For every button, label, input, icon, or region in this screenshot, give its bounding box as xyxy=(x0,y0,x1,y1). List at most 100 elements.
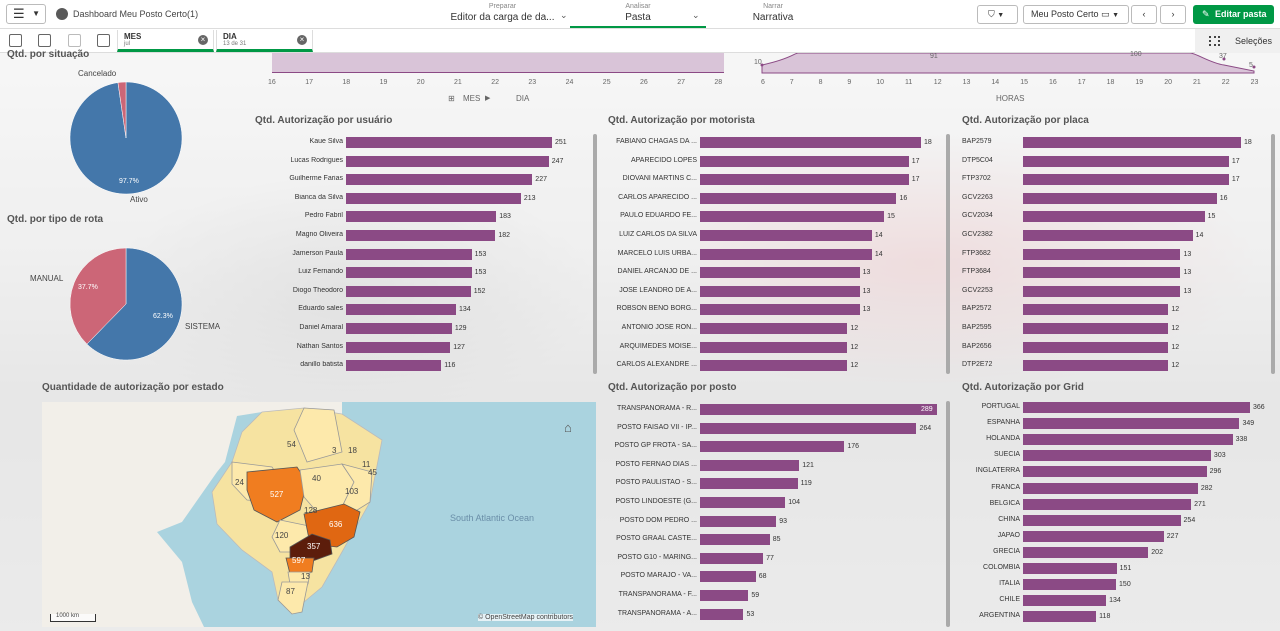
bar[interactable] xyxy=(700,248,872,260)
bar[interactable] xyxy=(1023,174,1229,186)
bar[interactable] xyxy=(700,230,872,241)
bar-category-label[interactable]: Lucas Rodrigues xyxy=(290,156,343,164)
bar-category-label[interactable]: LUIZ CARLOS DA SILVA xyxy=(619,231,697,238)
bar[interactable] xyxy=(1023,230,1193,241)
smart-search-icon[interactable] xyxy=(9,34,22,47)
bar-category-label[interactable]: CHILE xyxy=(999,596,1020,604)
bar-category-label[interactable]: JAPAO xyxy=(997,531,1020,539)
bar-category-label[interactable]: Jamerson Paula xyxy=(292,249,343,257)
bar-category-label[interactable]: POSTO GRAAL CASTE... xyxy=(616,535,697,543)
close-icon[interactable]: × xyxy=(198,35,208,45)
bar[interactable] xyxy=(1023,304,1169,316)
bar[interactable] xyxy=(700,360,848,372)
bar[interactable] xyxy=(700,459,800,471)
bar[interactable] xyxy=(1023,418,1240,430)
bar[interactable] xyxy=(1023,285,1181,297)
bar[interactable] xyxy=(1023,563,1117,574)
bar[interactable] xyxy=(700,155,909,167)
nav-prepare[interactable]: Preparar Editor da carga de da... xyxy=(445,0,560,28)
bar-category-label[interactable]: CARLOS APARECIDO ... xyxy=(618,193,697,201)
pie-slice[interactable] xyxy=(86,247,183,361)
bar[interactable] xyxy=(346,304,456,316)
bar[interactable] xyxy=(1023,611,1097,623)
bar[interactable] xyxy=(1023,155,1229,167)
bar-category-label[interactable]: BAP2579 xyxy=(962,138,992,145)
bar[interactable] xyxy=(1023,211,1205,223)
bar-category-label[interactable]: POSTO PAULISTAO - S... xyxy=(615,479,697,487)
scrollbar[interactable] xyxy=(1271,134,1275,374)
map-attribution[interactable]: © OpenStreetMap contributors xyxy=(478,614,574,621)
status-pie-chart[interactable] xyxy=(69,81,183,195)
bar-category-label[interactable]: ARGENTINA xyxy=(979,612,1020,620)
bar-category-label[interactable]: GCV2263 xyxy=(962,193,993,201)
bar-category-label[interactable]: danillo batista xyxy=(300,361,343,369)
bar-category-label[interactable]: ITALIA xyxy=(999,580,1020,588)
bookmark-button[interactable]: ⛉ ▼ xyxy=(977,5,1018,24)
bar[interactable] xyxy=(1023,360,1169,372)
bar[interactable] xyxy=(1023,595,1107,607)
day-area-chart[interactable] xyxy=(272,53,724,73)
bar[interactable] xyxy=(346,267,472,279)
bar[interactable] xyxy=(700,497,786,508)
bar[interactable] xyxy=(700,608,744,620)
bar-category-label[interactable]: GRECIA xyxy=(993,547,1020,555)
bar-category-label[interactable]: JOSE LEANDRO DE A... xyxy=(619,286,697,294)
bar-category-label[interactable]: FTP3702 xyxy=(962,175,991,183)
bar[interactable] xyxy=(1023,466,1207,478)
bar[interactable] xyxy=(700,304,860,316)
brazil-state-map[interactable]: 54 3 18 11 45 40 24 527 103 128 636 120 … xyxy=(42,402,596,627)
bar-category-label[interactable]: Nathan Santos xyxy=(296,342,343,350)
bar[interactable] xyxy=(1023,482,1198,494)
bar[interactable] xyxy=(346,341,451,353)
bar-category-label[interactable]: Pedro Fabril xyxy=(304,212,343,220)
bar-category-label[interactable]: POSTO LINDOESTE (G... xyxy=(615,498,697,505)
bar[interactable] xyxy=(700,478,798,490)
bar[interactable] xyxy=(700,571,756,583)
bar-category-label[interactable]: Luiz Fernando xyxy=(298,268,343,276)
selections-tool-icon[interactable] xyxy=(38,34,51,47)
bar-category-label[interactable]: ROBSON BENO BORG... xyxy=(616,305,697,313)
bar[interactable] xyxy=(1023,579,1117,591)
menu-button[interactable]: ☰ ▼ xyxy=(6,4,46,24)
bar-category-label[interactable]: CHINA xyxy=(998,515,1020,523)
bar[interactable] xyxy=(1023,267,1181,279)
bar-category-label[interactable]: BAP2595 xyxy=(962,324,992,331)
bar[interactable] xyxy=(346,285,471,297)
bar-category-label[interactable]: POSTO FAISAO VII - IP... xyxy=(617,423,697,431)
bar[interactable] xyxy=(1023,546,1149,558)
nav-analyze[interactable]: Analisar Pasta xyxy=(570,0,706,28)
bar[interactable] xyxy=(1023,434,1233,446)
bar-category-label[interactable]: BAP2656 xyxy=(962,342,992,350)
step-forward-icon[interactable] xyxy=(68,34,81,47)
bar-category-label[interactable]: FTP3682 xyxy=(962,249,991,257)
bar-category-label[interactable]: CARLOS ALEXANDRE ... xyxy=(616,361,697,369)
bar[interactable] xyxy=(1023,402,1250,413)
bar[interactable] xyxy=(700,422,917,434)
sheet-selector[interactable]: Meu Posto Certo ▭ ▼ xyxy=(1023,5,1129,24)
bar-category-label[interactable]: DTP5C04 xyxy=(962,156,993,164)
bar[interactable] xyxy=(346,323,452,334)
bar[interactable] xyxy=(700,323,848,334)
bar-category-label[interactable]: FRANCA xyxy=(991,483,1020,491)
bar[interactable] xyxy=(700,515,777,527)
bar[interactable] xyxy=(1023,498,1192,510)
drill-icon[interactable]: ⊞ xyxy=(448,94,455,103)
bar[interactable] xyxy=(1023,323,1169,334)
hour-area-chart[interactable] xyxy=(750,53,1262,75)
bar[interactable] xyxy=(346,360,442,372)
bar[interactable] xyxy=(700,341,848,353)
bar[interactable] xyxy=(700,441,845,453)
pie-slice[interactable] xyxy=(117,81,127,139)
filter-chip-mes[interactable]: MES jul × xyxy=(117,30,214,52)
bar[interactable] xyxy=(346,174,533,186)
next-sheet-button[interactable]: › xyxy=(1160,5,1186,24)
bar-category-label[interactable]: BAP2572 xyxy=(962,305,992,313)
bar-category-label[interactable]: Kaue Silva xyxy=(309,138,343,145)
bar[interactable] xyxy=(700,285,860,297)
chevron-down-icon[interactable]: ⌄ xyxy=(560,10,568,20)
route-pie-chart[interactable] xyxy=(69,247,183,361)
home-icon[interactable]: ⌂ xyxy=(564,420,572,435)
bar[interactable] xyxy=(346,248,472,260)
bar[interactable] xyxy=(346,192,521,204)
filter-chip-dia[interactable]: DIA 13 de 31 × xyxy=(216,30,313,52)
